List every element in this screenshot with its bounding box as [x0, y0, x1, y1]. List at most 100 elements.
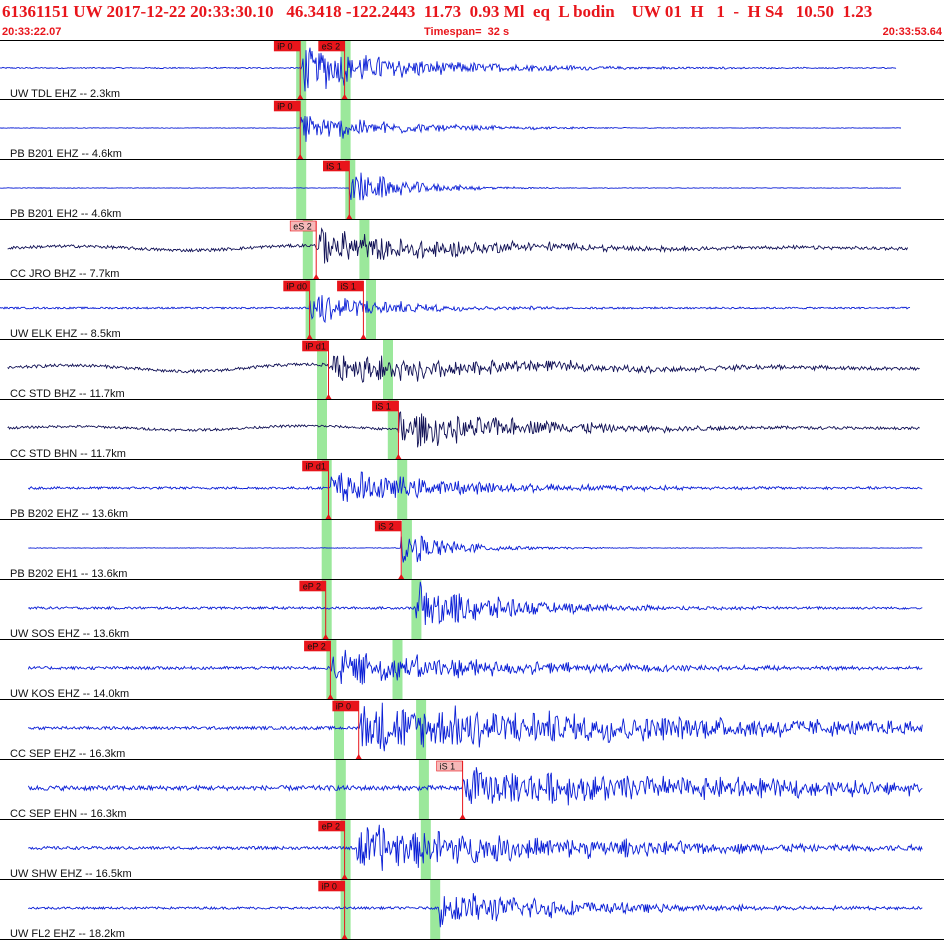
pick-label: iS 1	[340, 282, 356, 292]
pick-label: iP 0	[277, 42, 292, 52]
phase-pick[interactable]: iS 2	[374, 520, 405, 579]
pick-marker	[297, 94, 304, 99]
trace-row[interactable]: eP 2 UW SHW EHZ -- 16.5km	[0, 820, 944, 880]
waveform	[27, 649, 923, 685]
phase-window	[334, 700, 344, 760]
phase-window	[296, 160, 307, 220]
station-label: CC STD BHZ -- 11.7km	[10, 388, 125, 400]
phase-pick[interactable]: iP 0	[332, 700, 362, 759]
pick-label: iS 1	[375, 402, 391, 412]
trace-row[interactable]: iP d1 PB B202 EHZ -- 13.6km	[0, 460, 944, 520]
station-label: UW TDL EHZ -- 2.3km	[10, 88, 120, 100]
pick-label: iS 2	[378, 522, 394, 532]
phase-pick[interactable]: eP 2	[304, 640, 334, 699]
trace-row[interactable]: eP 2 UW KOS EHZ -- 14.0km	[0, 640, 944, 700]
phase-pick[interactable]: iP 0	[273, 40, 304, 99]
phase-window	[296, 40, 307, 100]
trace-row[interactable]: iP d0 iS 1 UW ELK EHZ -- 8.5km	[0, 280, 944, 340]
pick-marker	[313, 274, 320, 279]
phase-window	[302, 220, 313, 280]
pick-marker	[341, 934, 348, 939]
pick-label: iS 1	[440, 762, 456, 772]
phase-pick[interactable]: eS 2	[289, 220, 320, 279]
phase-window	[335, 760, 346, 820]
pick-marker	[325, 514, 332, 519]
waveform	[28, 702, 923, 752]
waveform	[28, 893, 923, 928]
pick-marker	[306, 334, 313, 339]
trace-row[interactable]: iP 0 PB B201 EHZ -- 4.6km	[0, 100, 944, 160]
waveform	[7, 227, 909, 264]
trace-row[interactable]: eS 2 CC JRO BHZ -- 7.7km	[0, 220, 944, 280]
waveform	[0, 295, 911, 324]
trace-row[interactable]: iP 0 CC SEP EHZ -- 16.3km	[0, 700, 944, 760]
pick-marker	[322, 634, 329, 639]
phase-pick[interactable]: iP d1	[302, 460, 332, 519]
trace-row[interactable]: iP 0 eS 2 UW TDL EHZ -- 2.3km	[0, 40, 944, 100]
phase-pick[interactable]: eS 2	[318, 40, 348, 99]
pick-label: eP 2	[307, 642, 325, 652]
phase-window	[366, 280, 376, 340]
station-label: PB B202 EHZ -- 13.6km	[10, 508, 128, 520]
phase-pick[interactable]: iS 1	[436, 760, 466, 819]
pick-marker	[297, 154, 304, 159]
phase-pick[interactable]: eP 2	[318, 820, 348, 879]
phase-window	[321, 520, 332, 580]
waveform	[0, 172, 902, 201]
trace-row[interactable]: iS 2 PB B202 EH1 -- 13.6km	[0, 520, 944, 580]
pick-label: eS 2	[293, 222, 312, 232]
waveform	[0, 47, 897, 92]
station-label: UW KOS EHZ -- 14.0km	[10, 688, 129, 700]
waveform	[7, 411, 920, 448]
pick-label: eP 2	[322, 822, 340, 832]
station-label: CC SEP EHN -- 16.3km	[10, 808, 127, 820]
trace-row[interactable]: eP 2 UW SOS EHZ -- 13.6km	[0, 580, 944, 640]
phase-pick[interactable]: iP 0	[318, 880, 348, 939]
pick-label: eS 2	[322, 42, 341, 52]
phase-window	[340, 820, 351, 880]
waveform	[27, 471, 923, 502]
phase-pick[interactable]: eP 2	[299, 580, 329, 639]
pick-marker	[327, 694, 334, 699]
phase-pick[interactable]: iS 1	[322, 160, 353, 219]
event-summary-title: 61361151 UW 2017-12-22 20:33:30.10 46.34…	[2, 2, 873, 21]
phase-window	[296, 100, 307, 160]
phase-window	[387, 400, 398, 460]
phase-window	[345, 160, 356, 220]
station-label: UW FL2 EHZ -- 18.2km	[10, 928, 125, 940]
pick-marker	[459, 814, 466, 819]
trace-row[interactable]: iS 1 CC SEP EHN -- 16.3km	[0, 760, 944, 820]
phase-window	[340, 40, 351, 100]
phase-pick[interactable]: iS 1	[372, 400, 402, 459]
station-label: CC STD BHN -- 11.7km	[10, 448, 126, 460]
phase-window	[430, 880, 441, 940]
pick-label: iP d0	[287, 282, 307, 292]
phase-pick[interactable]: iP d0	[283, 280, 313, 339]
window-end-time: 20:33:53.64	[882, 26, 942, 38]
waveform	[7, 355, 920, 383]
phase-pick[interactable]: iS 1	[337, 280, 367, 339]
timespan-label: Timespan= 32 s	[424, 26, 510, 38]
seismogram-panel[interactable]: iP 0 eS 2 UW TDL EHZ -- 2.3km iP 0 PB B201 E…	[0, 40, 944, 940]
waveform	[28, 535, 923, 563]
trace-row[interactable]: iS 1 PB B201 EH2 -- 4.6km	[0, 160, 944, 220]
phase-window	[317, 400, 327, 460]
window-start-time: 20:33:22.07	[2, 26, 62, 38]
phase-window	[321, 460, 332, 520]
pick-label: eP 2	[303, 582, 321, 592]
trace-row[interactable]: iP d1 CC STD BHZ -- 11.7km	[0, 340, 944, 400]
pick-label: iP 0	[322, 882, 337, 892]
station-label: CC JRO BHZ -- 7.7km	[10, 268, 119, 280]
pick-marker	[325, 394, 332, 399]
trace-row[interactable]: iS 1 CC STD BHN -- 11.7km	[0, 400, 944, 460]
seismogram-canvas[interactable]: iP 0 eS 2 UW TDL EHZ -- 2.3km iP 0 PB B201 E…	[0, 40, 944, 940]
pick-label: iP d1	[306, 462, 326, 472]
station-label: CC SEP EHZ -- 16.3km	[10, 748, 125, 760]
station-label: PB B201 EH2 -- 4.6km	[10, 208, 121, 220]
pick-marker	[395, 454, 402, 459]
pick-marker	[398, 574, 405, 579]
pick-label: iP 0	[277, 102, 292, 112]
trace-row[interactable]: iP 0 UW FL2 EHZ -- 18.2km	[0, 880, 944, 940]
phase-pick[interactable]: iP d1	[302, 340, 332, 399]
phase-pick[interactable]: iP 0	[273, 100, 304, 159]
